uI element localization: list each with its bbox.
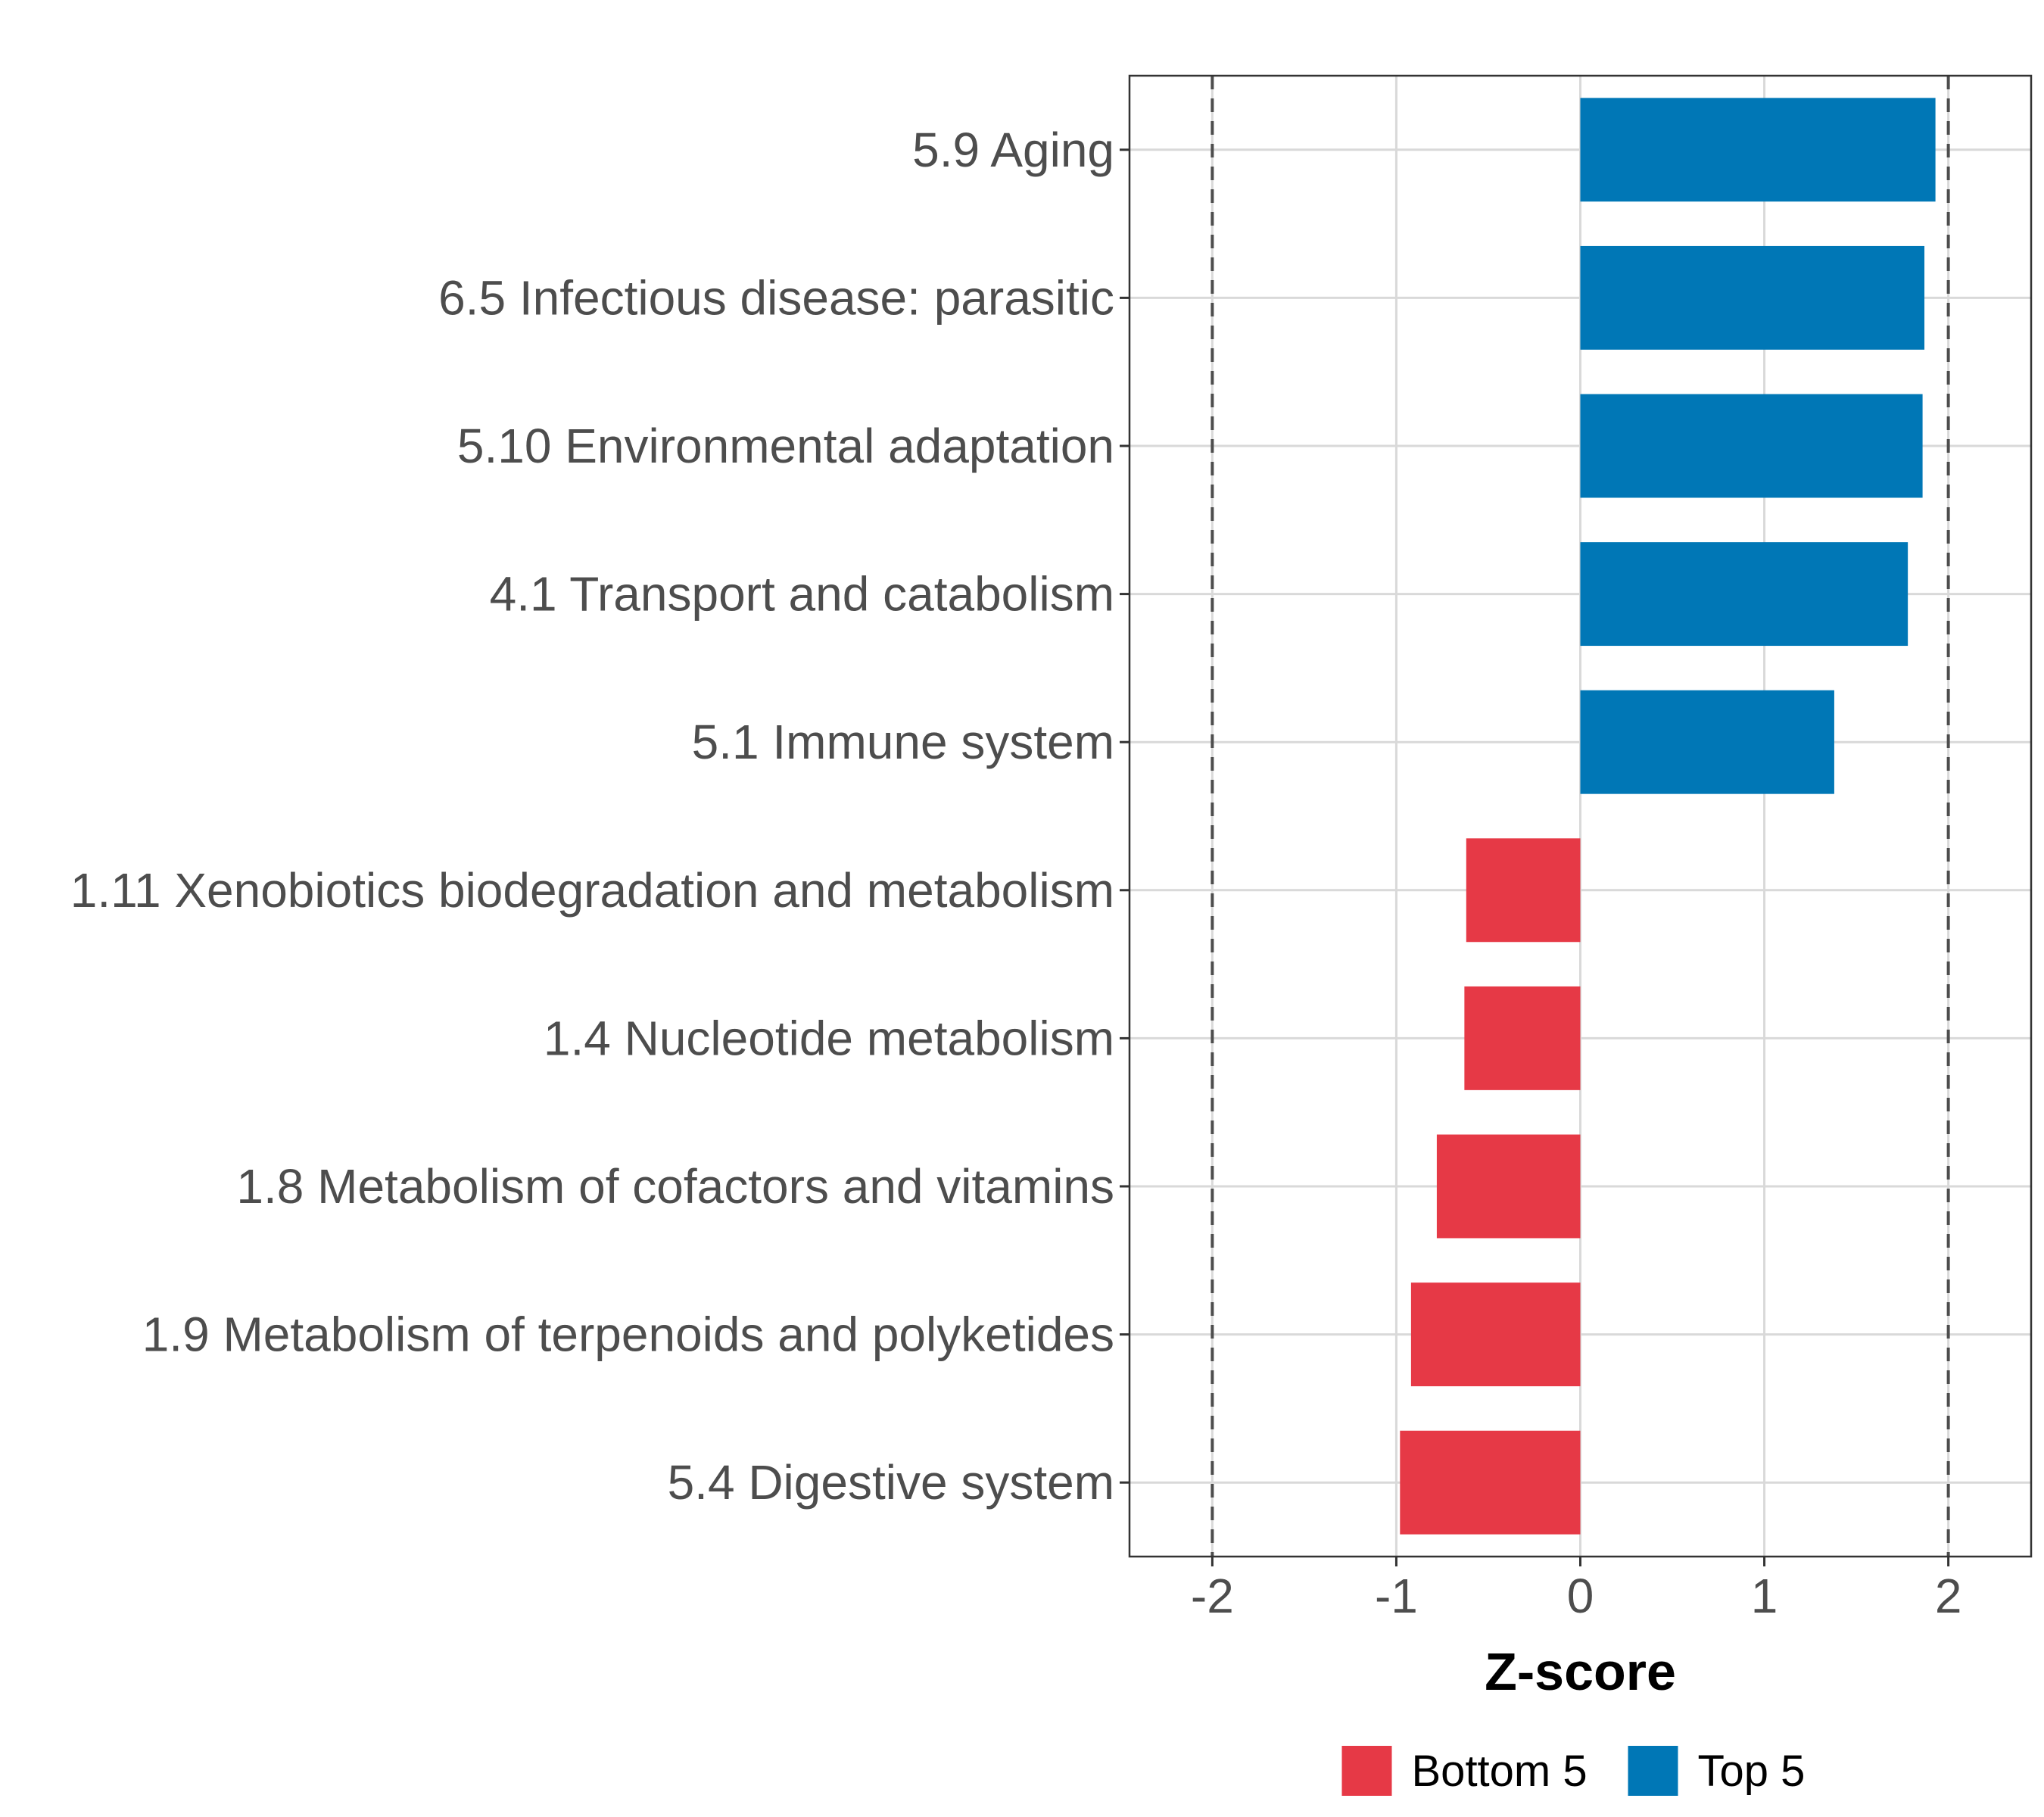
legend-key-2 — [1628, 1746, 1678, 1796]
x-tick-label: -1 — [1375, 1569, 1418, 1623]
legend: Bottom 5 Top 5 — [1341, 1746, 1806, 1796]
category-label: 1.4 Nucleotide metabolism — [544, 1011, 1114, 1065]
x-ticks: -2 -1 0 1 2 — [1191, 1557, 1961, 1623]
category-labels: 5.9 Aging 6.5 Infectious disease: parasit… — [70, 123, 1114, 1510]
category-label: 1.9 Metabolism of terpenoids and polyket… — [142, 1307, 1114, 1362]
category-label: 4.1 Transport and catabolism — [490, 567, 1114, 622]
reference-lines — [1211, 76, 1950, 1557]
bar-10 — [1400, 1430, 1581, 1535]
category-label: 5.10 Environmental adaptation — [457, 419, 1114, 473]
bar-3 — [1580, 394, 1923, 498]
x-tick-label: 2 — [1935, 1569, 1962, 1623]
bar-9 — [1410, 1282, 1581, 1387]
category-label: 1.11 Xenobiotics biodegradation and meta… — [70, 863, 1114, 918]
bar-4 — [1580, 542, 1908, 647]
legend-label: Top 5 — [1698, 1747, 1806, 1796]
x-tick-label: 0 — [1567, 1569, 1594, 1623]
x-tick-label: -2 — [1191, 1569, 1234, 1623]
y-ticks — [1120, 148, 1129, 1484]
bar-5 — [1580, 690, 1834, 794]
x-tick-label: 1 — [1751, 1569, 1778, 1623]
bar-7 — [1464, 986, 1581, 1090]
category-label: 5.4 Digestive system — [668, 1455, 1114, 1510]
bar-8 — [1436, 1134, 1581, 1239]
category-label: 5.1 Immune system — [692, 715, 1114, 769]
category-label: 1.8 Metabolism of cofactors and vitamins — [236, 1159, 1114, 1214]
category-label: 5.9 Aging — [912, 123, 1114, 177]
bar-2 — [1580, 245, 1925, 350]
bars — [1400, 98, 1936, 1535]
x-axis-title: Z-score — [1485, 1642, 1676, 1701]
legend-label: Bottom 5 — [1412, 1747, 1588, 1796]
legend-key-1 — [1341, 1746, 1392, 1796]
bar-6 — [1466, 838, 1581, 943]
category-label: 6.5 Infectious disease: parasitic — [438, 270, 1114, 325]
bar-1 — [1580, 98, 1936, 202]
